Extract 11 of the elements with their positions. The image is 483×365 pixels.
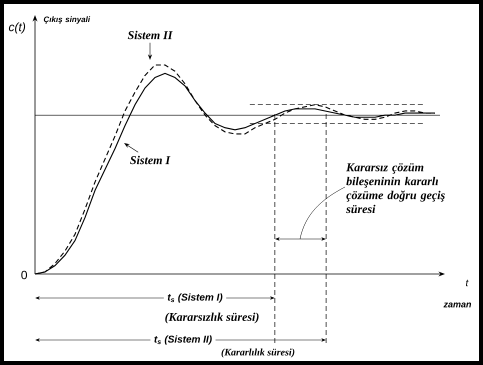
- x-axis-title: zaman: [443, 302, 472, 308]
- annotation: Kararsız çözüm bileşeninin kararlı çözüme doğru geçiş süresi: [346, 163, 445, 214]
- y-axis-title: c(t): [8, 22, 26, 34]
- text: 0: [21, 270, 28, 280]
- text: Sistem II: [128, 30, 173, 40]
- text: (Kararsızlık süresi): [165, 312, 259, 324]
- text: t$_{s}$ (Sistem I): [168, 293, 222, 303]
- text: t$_{s}$ (Sistem II): [154, 335, 212, 345]
- text: t: [466, 280, 469, 286]
- legend-label: Sistem I: [130, 156, 170, 164]
- text: (Kararlılık süresi): [222, 348, 294, 358]
